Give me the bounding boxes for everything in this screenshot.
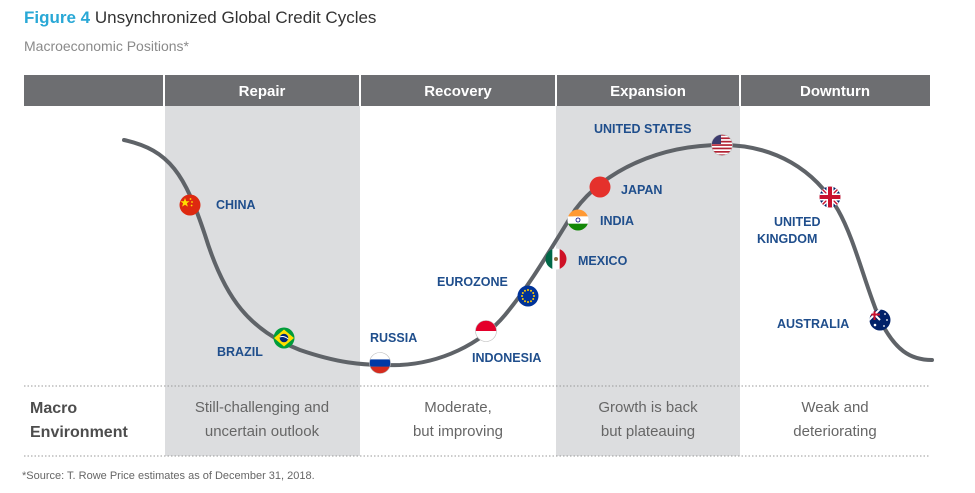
country-label-brazil: BRAZIL: [217, 345, 263, 359]
usa-flag-icon: [711, 134, 733, 156]
indonesia-flag-icon: [475, 320, 497, 342]
uk-flag-icon: [819, 186, 841, 208]
country-label-indonesia: INDONESIA: [472, 351, 541, 365]
eu-flag-icon: [517, 285, 539, 307]
india-flag-icon: [567, 209, 589, 231]
brazil-flag-icon: [273, 327, 295, 349]
env-repair-line1: Still-challenging and: [195, 399, 329, 416]
env-recovery-line1: Moderate,: [424, 399, 492, 416]
country-label-australia: AUSTRALIA: [777, 317, 849, 331]
country-label-united-kingdom-line1: UNITED: [774, 215, 821, 229]
env-expansion-line1: Growth is back: [598, 399, 698, 416]
phase-header-repair: Repair: [239, 83, 286, 100]
japan-flag-icon: [589, 176, 611, 198]
credit-cycle-curve: [122, 138, 934, 368]
russia-flag-icon: [369, 352, 391, 374]
australia-flag-icon: [869, 309, 891, 331]
header-bar: [24, 75, 930, 106]
country-label-japan: JAPAN: [621, 183, 662, 197]
figure-title: Figure 4 Unsynchronized Global Credit Cy…: [24, 8, 376, 28]
row-label-macro: Macro: [30, 400, 77, 417]
figure-subtitle: Macroeconomic Positions*: [24, 38, 189, 54]
country-label-united-kingdom-line2: KINGDOM: [757, 232, 817, 246]
env-repair-line2: uncertain outlook: [205, 423, 320, 440]
mexico-flag-icon: [545, 248, 567, 270]
country-label-russia: RUSSIA: [370, 331, 417, 345]
env-downturn-line2: deteriorating: [793, 423, 876, 440]
country-label-united-states: UNITED STATES: [594, 122, 691, 136]
env-recovery-line2: but improving: [413, 423, 503, 440]
source-note: *Source: T. Rowe Price estimates as of D…: [22, 470, 315, 482]
figure-title-text: Unsynchronized Global Credit Cycles: [94, 8, 377, 27]
env-downturn-line1: Weak and: [801, 399, 868, 416]
phase-header-expansion: Expansion: [610, 83, 686, 100]
env-expansion-line2: but plateauing: [601, 423, 695, 440]
china-flag-icon: [179, 194, 201, 216]
expansion-column-shade: [556, 106, 740, 456]
phase-header-recovery: Recovery: [424, 83, 492, 100]
figure-number: Figure 4: [24, 8, 91, 27]
phase-header-downturn: Downturn: [800, 83, 870, 100]
country-label-eurozone: EUROZONE: [437, 275, 508, 289]
row-label-environment: Environment: [30, 424, 128, 441]
country-label-india: INDIA: [600, 214, 634, 228]
country-label-mexico: MEXICO: [578, 254, 628, 268]
repair-column-shade: [165, 106, 360, 456]
country-label-china: CHINA: [216, 198, 256, 212]
